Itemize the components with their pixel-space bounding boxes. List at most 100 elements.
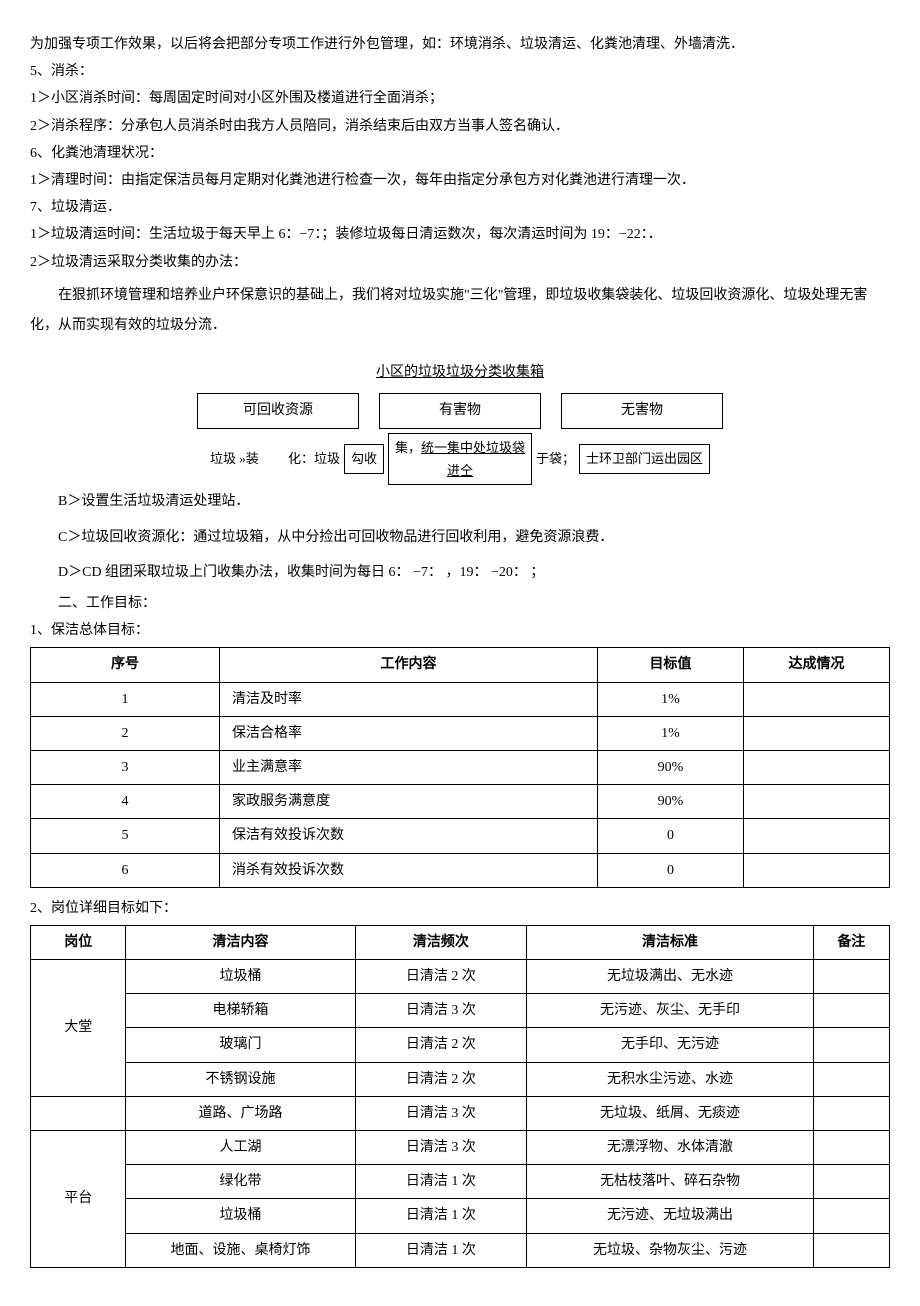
table-cell	[813, 1028, 889, 1062]
table-cell	[813, 1062, 889, 1096]
paragraph: 1、保洁总体目标：	[30, 618, 890, 643]
table-cell: 道路、广场路	[126, 1096, 355, 1130]
diagram-box-nonhazardous: 无害物	[561, 393, 723, 428]
table-row: 不锈钢设施日清洁 2 次无积水尘污迹、水迹	[31, 1062, 890, 1096]
table-cell: 1%	[597, 682, 743, 716]
classification-diagram: 可回收资源 有害物 无害物	[30, 393, 890, 428]
table-header: 清洁标准	[527, 925, 813, 959]
table-cell	[813, 1233, 889, 1267]
table-header: 目标值	[597, 648, 743, 682]
table-cell	[743, 716, 889, 750]
table-cell: 地面、设施、桌椅灯饰	[126, 1233, 355, 1267]
table-cell: 消杀有效投诉次数	[219, 853, 597, 887]
table-cell: 3	[31, 750, 220, 784]
diagram-row2: 垃圾 »装 化：垃圾 勾收 集，统一集中处垃圾袋进仝 于袋； 士环卫部门运出园区	[30, 433, 890, 486]
paragraph: 2、岗位详细目标如下：	[30, 896, 890, 921]
table-cell: 无垃圾、纸屑、无痰迹	[527, 1096, 813, 1130]
table-row: 地面、设施、桌椅灯饰日清洁 1 次无垃圾、杂物灰尘、污迹	[31, 1233, 890, 1267]
table-cell: 1%	[597, 716, 743, 750]
diagram-text: 于袋；	[536, 447, 575, 470]
paragraph: 在狠抓环境管理和培养业户环保意识的基础上，我们将对垃圾实施"三化"管理，即垃圾收…	[30, 281, 890, 343]
table-cell: 业主满意率	[219, 750, 597, 784]
table-row: 道路、广场路日清洁 3 次无垃圾、纸屑、无痰迹	[31, 1096, 890, 1130]
diagram-box-recyclable: 可回收资源	[197, 393, 359, 428]
diagram-cell: 士环卫部门运出园区	[579, 444, 710, 473]
table-cell	[813, 1199, 889, 1233]
table-header: 清洁内容	[126, 925, 355, 959]
table-header: 清洁频次	[355, 925, 527, 959]
table-header: 岗位	[31, 925, 126, 959]
table-cell	[743, 785, 889, 819]
table-header: 序号	[31, 648, 220, 682]
table-cell: 90%	[597, 785, 743, 819]
table-cell: 日清洁 2 次	[355, 1028, 527, 1062]
table-cell: 6	[31, 853, 220, 887]
table-row: 1清洁及时率1%	[31, 682, 890, 716]
paragraph: 1＞小区消杀时间：每周固定时间对小区外围及楼道进行全面消杀；	[30, 86, 890, 111]
table-cell: 不锈钢设施	[126, 1062, 355, 1096]
table-cell: 电梯轿箱	[126, 994, 355, 1028]
table-cell: 90%	[597, 750, 743, 784]
table-cell: 无污迹、灰尘、无手印	[527, 994, 813, 1028]
table-row: 2保洁合格率1%	[31, 716, 890, 750]
table-cell: 2	[31, 716, 220, 750]
table-cell: 绿化带	[126, 1165, 355, 1199]
table-row: 垃圾桶日清洁 1 次无污迹、无垃圾满出	[31, 1199, 890, 1233]
table-cell: 垃圾桶	[126, 1199, 355, 1233]
table-cell	[743, 750, 889, 784]
table-cell: 玻璃门	[126, 1028, 355, 1062]
table-cell	[813, 1131, 889, 1165]
table-cell	[813, 1165, 889, 1199]
table-cell: 日清洁 3 次	[355, 1096, 527, 1130]
table-cell: 日清洁 2 次	[355, 960, 527, 994]
table-cell	[813, 994, 889, 1028]
section-title: 小区的垃圾垃圾分类收集箱	[30, 360, 890, 385]
table-row: 4家政服务满意度90%	[31, 785, 890, 819]
table-cell: 0	[597, 853, 743, 887]
paragraph: 5、消杀：	[30, 59, 890, 84]
table-cell	[813, 1096, 889, 1130]
table-row: 大堂垃圾桶日清洁 2 次无垃圾满出、无水迹	[31, 960, 890, 994]
table-cell-post: 大堂	[31, 960, 126, 1097]
table-cell: 日清洁 1 次	[355, 1199, 527, 1233]
paragraph: D＞CD 组团采取垃圾上门收集办法，收集时间为每日 6： −7： ，19： −2…	[30, 560, 890, 585]
diagram-cell: 集，统一集中处垃圾袋进仝	[388, 433, 532, 486]
post-table: 岗位 清洁内容 清洁频次 清洁标准 备注 大堂垃圾桶日清洁 2 次无垃圾满出、无…	[30, 925, 890, 1268]
table-cell: 日清洁 1 次	[355, 1165, 527, 1199]
table-cell: 日清洁 3 次	[355, 1131, 527, 1165]
table-cell: 无枯枝落叶、碎石杂物	[527, 1165, 813, 1199]
table-cell	[813, 960, 889, 994]
table-cell: 无积水尘污迹、水迹	[527, 1062, 813, 1096]
table-cell: 日清洁 1 次	[355, 1233, 527, 1267]
paragraph: 7、垃圾清运．	[30, 195, 890, 220]
table-row: 绿化带日清洁 1 次无枯枝落叶、碎石杂物	[31, 1165, 890, 1199]
table-row: 玻璃门日清洁 2 次无手印、无污迹	[31, 1028, 890, 1062]
table-cell: 保洁合格率	[219, 716, 597, 750]
paragraph: 6、化粪池清理状况：	[30, 141, 890, 166]
diagram-cell: 勾收	[344, 444, 384, 473]
goal-table: 序号 工作内容 目标值 达成情况 1清洁及时率1%2保洁合格率1%3业主满意率9…	[30, 647, 890, 887]
table-cell: 日清洁 3 次	[355, 994, 527, 1028]
table-cell: 家政服务满意度	[219, 785, 597, 819]
table-header: 工作内容	[219, 648, 597, 682]
paragraph: 二、工作目标：	[30, 591, 890, 616]
table-cell	[743, 682, 889, 716]
table-cell	[743, 853, 889, 887]
table-cell: 0	[597, 819, 743, 853]
table-row: 平台人工湖日清洁 3 次无漂浮物、水体清澈	[31, 1131, 890, 1165]
table-cell: 无漂浮物、水体清澈	[527, 1131, 813, 1165]
table-row: 3业主满意率90%	[31, 750, 890, 784]
diagram-text: 垃圾 »装 化：垃圾	[210, 447, 340, 470]
diagram-box-hazardous: 有害物	[379, 393, 541, 428]
paragraph: 1＞垃圾清运时间：生活垃圾于每天早上 6：−7：；装修垃圾每日清运数次，每次清运…	[30, 222, 890, 247]
table-cell: 5	[31, 819, 220, 853]
table-cell-post: 平台	[31, 1131, 126, 1268]
table-cell: 保洁有效投诉次数	[219, 819, 597, 853]
table-cell	[743, 819, 889, 853]
table-header: 备注	[813, 925, 889, 959]
paragraph: 2＞消杀程序：分承包人员消杀时由我方人员陪同，消杀结束后由双方当事人签名确认．	[30, 114, 890, 139]
table-cell: 日清洁 2 次	[355, 1062, 527, 1096]
paragraph: 2＞垃圾清运采取分类收集的办法：	[30, 250, 890, 275]
table-cell: 无垃圾、杂物灰尘、污迹	[527, 1233, 813, 1267]
table-cell: 1	[31, 682, 220, 716]
